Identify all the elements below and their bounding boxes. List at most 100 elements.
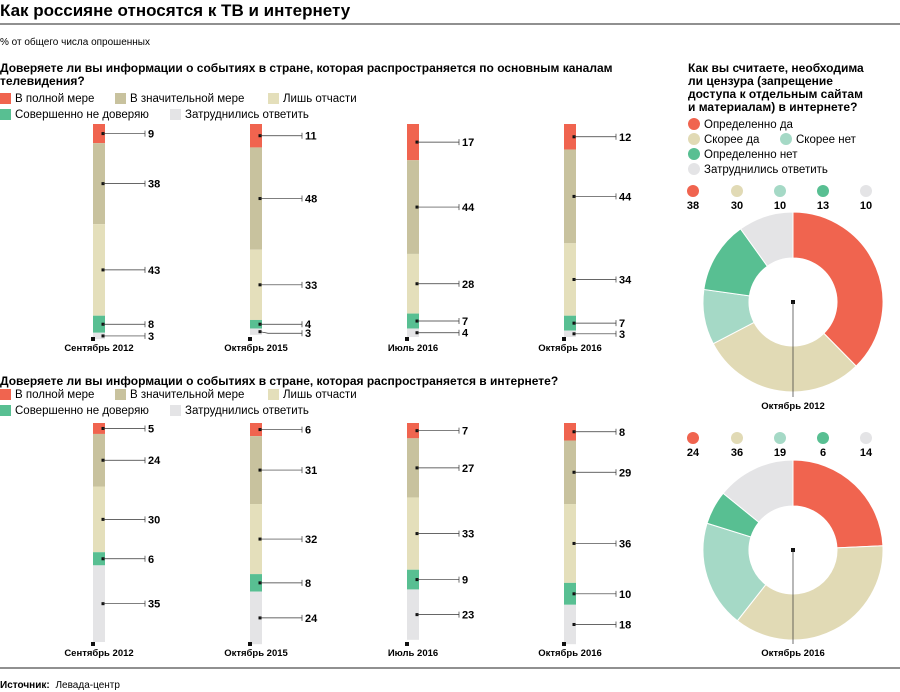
pie-legend-label: Скорее да	[704, 134, 760, 146]
legend-swatch	[170, 405, 181, 416]
pie-legend-dot	[780, 133, 792, 145]
bar-segment	[93, 423, 105, 434]
bar-segment	[93, 486, 105, 553]
bar-segment	[250, 591, 262, 645]
value-label: 8	[619, 427, 625, 439]
value-label: 34	[619, 274, 632, 286]
bar-segment	[93, 124, 105, 144]
subtitle: % от общего числа опрошенных	[0, 36, 150, 48]
value-label: 24	[148, 455, 161, 467]
bar-segment	[564, 124, 576, 150]
bar-segment	[93, 565, 105, 642]
legend-label: Лишь отчасти	[283, 389, 357, 401]
source-name: Левада-центр	[55, 680, 120, 691]
value-dot	[687, 432, 699, 444]
value-label: 35	[148, 599, 160, 611]
pie-question-title: Как вы считаете, необходима	[688, 61, 864, 75]
value-label: 38	[687, 200, 699, 212]
value-label: 6	[305, 425, 311, 437]
category-label: Июль 2016	[388, 648, 438, 659]
bar-segment	[564, 243, 576, 316]
bar-segment	[407, 313, 419, 329]
pie-legend-dot	[688, 133, 700, 145]
bar-segment	[250, 436, 262, 505]
baseline-marker	[91, 642, 95, 646]
legend-label: В полной мере	[15, 93, 94, 105]
value-label: 14	[860, 447, 873, 459]
value-dot	[817, 432, 829, 444]
value-label: 44	[462, 202, 475, 214]
donut-slice	[722, 459, 794, 523]
bar-segment	[407, 438, 419, 498]
legend-swatch	[0, 109, 11, 120]
bar-segment	[250, 147, 262, 250]
bar-segment	[407, 497, 419, 570]
value-dot	[817, 185, 829, 197]
value-label: 6	[820, 447, 826, 459]
bar-segment	[407, 569, 419, 590]
bar-segment	[564, 604, 576, 645]
bar-segment	[564, 440, 576, 505]
value-label: 11	[305, 131, 317, 143]
legend-label: В значительной мере	[130, 93, 244, 105]
bar-segment	[407, 328, 419, 337]
baseline-marker	[562, 337, 566, 341]
pie-question-title: ли цензура (запрещение	[688, 74, 833, 88]
value-label: 24	[687, 447, 700, 459]
value-label: 8	[148, 319, 154, 331]
value-label: 12	[619, 132, 631, 144]
legend-label: Лишь отчасти	[283, 93, 357, 105]
value-label: 9	[462, 575, 468, 587]
value-label: 33	[305, 280, 317, 292]
value-label: 3	[148, 331, 154, 343]
value-label: 24	[305, 613, 318, 625]
chart-marks: Доверяете ли вы информации о событиях в …	[0, 61, 884, 659]
question-title: Доверяете ли вы информации о событиях в …	[0, 374, 558, 388]
source-note: Источник: Левада-центр	[0, 680, 120, 691]
category-label: Октябрь 2015	[224, 648, 288, 659]
bar-segment	[564, 315, 576, 331]
baseline-marker	[405, 642, 409, 646]
value-label: 10	[774, 200, 786, 212]
value-label: 36	[731, 447, 743, 459]
value-dot	[687, 185, 699, 197]
bar-segment	[407, 253, 419, 314]
legend-label: В значительной мере	[130, 389, 244, 401]
legend-label: Затруднились ответить	[185, 109, 309, 121]
value-label: 6	[148, 554, 154, 566]
bar-segment	[250, 319, 262, 329]
bar-segment	[564, 582, 576, 605]
value-label: 7	[462, 316, 468, 328]
legend-swatch	[0, 389, 11, 400]
bar-segment	[250, 423, 262, 437]
page-title: Как россияне относятся к ТВ и интернету	[0, 1, 351, 20]
value-label: 3	[619, 329, 625, 341]
value-label: 5	[148, 423, 154, 435]
pie-legend-dot	[688, 163, 700, 175]
bar-segment	[564, 330, 576, 337]
pie-legend-label: Скорее нет	[796, 134, 857, 146]
period-label: Октябрь 2012	[761, 401, 825, 412]
value-label: 31	[305, 465, 317, 477]
bar-segment	[250, 574, 262, 592]
value-label: 44	[619, 191, 632, 203]
bar-segment	[93, 143, 105, 225]
category-label: Сентябрь 2012	[64, 343, 133, 354]
baseline-marker	[248, 642, 252, 646]
value-label: 30	[148, 514, 160, 526]
legend-swatch	[115, 389, 126, 400]
bar-segment	[564, 423, 576, 441]
bar-segment	[407, 124, 419, 161]
value-label: 29	[619, 467, 631, 479]
value-label: 10	[860, 200, 872, 212]
value-label: 28	[462, 279, 474, 291]
pie-question-title: доступа к отдельным сайтам	[688, 87, 863, 101]
bar-segment	[250, 504, 262, 575]
donut-slice	[739, 211, 794, 267]
pie-question-title: и материалам) в интернете?	[688, 100, 857, 114]
category-label: Июль 2016	[388, 343, 438, 354]
pie-legend-dot	[688, 118, 700, 130]
value-label: 13	[817, 200, 829, 212]
bar-segment	[250, 124, 262, 148]
